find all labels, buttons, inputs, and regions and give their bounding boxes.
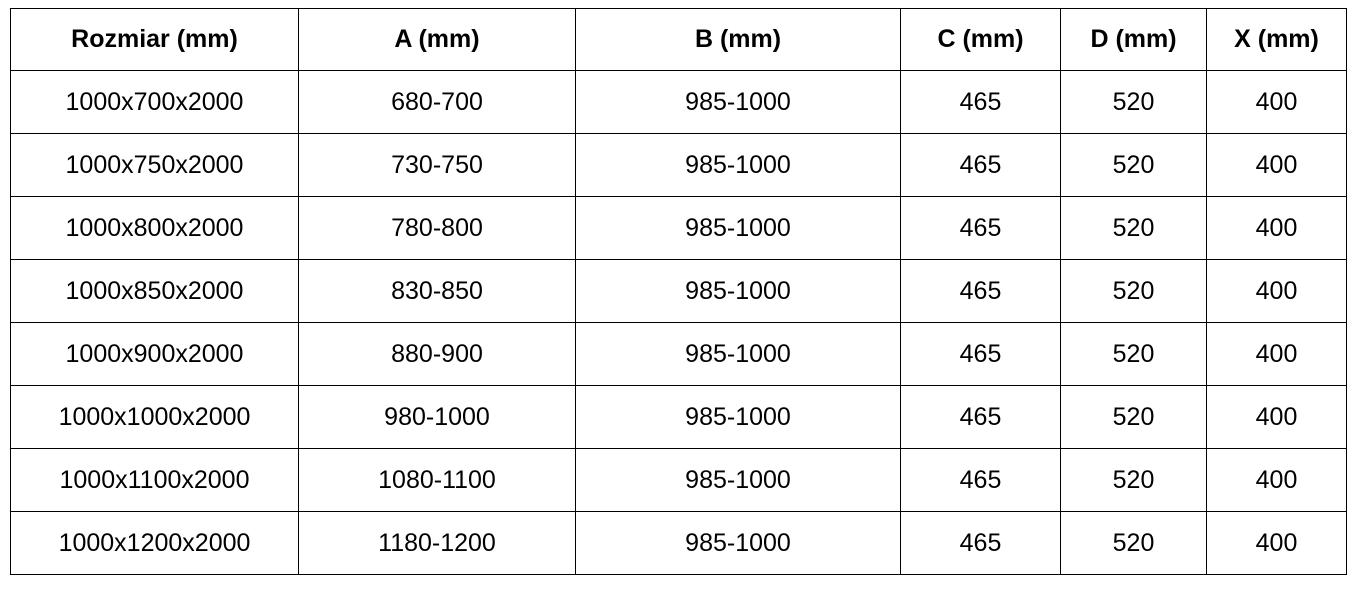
table-cell: 400 [1206, 448, 1347, 512]
table-cell: 985-1000 [575, 70, 901, 134]
table-cell: 985-1000 [575, 133, 901, 197]
table-cell: 465 [900, 448, 1061, 512]
table-cell: 400 [1206, 259, 1347, 323]
table-row: 1000x1200x2000 1180-1200 985-1000 465 520 400 [10, 511, 1347, 575]
table-cell: 520 [1060, 70, 1207, 134]
table-cell: 520 [1060, 385, 1207, 449]
table-row: 1000x750x2000 730-750 985-1000 465 520 400 [10, 133, 1347, 197]
column-header: B (mm) [575, 8, 901, 71]
table-cell: 985-1000 [575, 448, 901, 512]
table-cell: 1000x700x2000 [10, 70, 299, 134]
table-cell: 465 [900, 322, 1061, 386]
table-cell: 1000x1000x2000 [10, 385, 299, 449]
table-cell: 1000x850x2000 [10, 259, 299, 323]
table-cell: 520 [1060, 511, 1207, 575]
table-cell: 520 [1060, 448, 1207, 512]
table-cell: 980-1000 [298, 385, 576, 449]
table-cell: 465 [900, 70, 1061, 134]
table-cell: 465 [900, 511, 1061, 575]
table-cell: 680-700 [298, 70, 576, 134]
table-cell: 520 [1060, 133, 1207, 197]
table-cell: 400 [1206, 196, 1347, 260]
table-cell: 985-1000 [575, 322, 901, 386]
table-cell: 465 [900, 385, 1061, 449]
table-cell: 985-1000 [575, 385, 901, 449]
table-cell: 1000x900x2000 [10, 322, 299, 386]
header-row: Rozmiar (mm) A (mm) B (mm) C (mm) D (mm) X (m… [10, 8, 1347, 71]
column-header: Rozmiar (mm) [10, 8, 299, 71]
table-cell: 400 [1206, 133, 1347, 197]
table-cell: 1180-1200 [298, 511, 576, 575]
table-cell: 520 [1060, 196, 1207, 260]
table-cell: 400 [1206, 385, 1347, 449]
table-cell: 730-750 [298, 133, 576, 197]
column-header: D (mm) [1060, 8, 1207, 71]
table-cell: 465 [900, 133, 1061, 197]
table-cell: 830-850 [298, 259, 576, 323]
table-cell: 985-1000 [575, 259, 901, 323]
table-row: 1000x700x2000 680-700 985-1000 465 520 400 [10, 70, 1347, 134]
table-cell: 400 [1206, 322, 1347, 386]
table-cell: 465 [900, 196, 1061, 260]
table-cell: 400 [1206, 70, 1347, 134]
table-row: 1000x1000x2000 980-1000 985-1000 465 520 400 [10, 385, 1347, 449]
table-row: 1000x800x2000 780-800 985-1000 465 520 400 [10, 196, 1347, 260]
table-cell: 1000x1200x2000 [10, 511, 299, 575]
table-cell: 1080-1100 [298, 448, 576, 512]
table-cell: 520 [1060, 322, 1207, 386]
table-cell: 1000x800x2000 [10, 196, 299, 260]
column-header: C (mm) [900, 8, 1061, 71]
column-header: X (mm) [1206, 8, 1347, 71]
table-row: 1000x850x2000 830-850 985-1000 465 520 400 [10, 259, 1347, 323]
dimensions-table: Rozmiar (mm) A (mm) B (mm) C (mm) D (mm) X (m… [10, 8, 1347, 575]
table-row: 1000x900x2000 880-900 985-1000 465 520 400 [10, 322, 1347, 386]
table-cell: 880-900 [298, 322, 576, 386]
table-cell: 985-1000 [575, 196, 901, 260]
table-cell: 1000x750x2000 [10, 133, 299, 197]
table-cell: 1000x1100x2000 [10, 448, 299, 512]
table-cell: 465 [900, 259, 1061, 323]
table-cell: 400 [1206, 511, 1347, 575]
table-cell: 985-1000 [575, 511, 901, 575]
table-cell: 780-800 [298, 196, 576, 260]
table-cell: 520 [1060, 259, 1207, 323]
table-row: 1000x1100x2000 1080-1100 985-1000 465 520 400 [10, 448, 1347, 512]
column-header: A (mm) [298, 8, 576, 71]
